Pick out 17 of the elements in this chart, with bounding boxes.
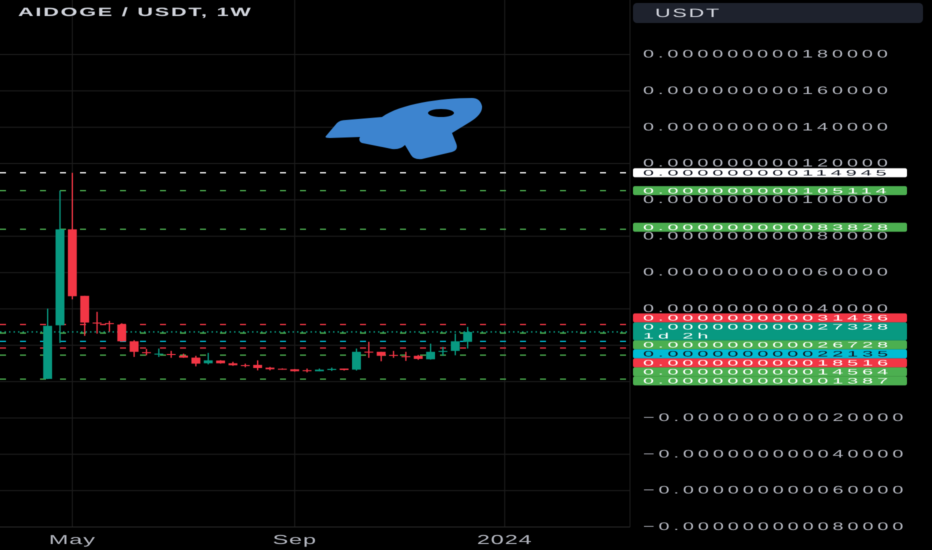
y-tick-label: 0.000000000160000 — [643, 85, 892, 97]
y-tick-label: 0.000000000100000 — [643, 194, 892, 206]
y-tick-label: −0.000000000060000 — [643, 484, 908, 496]
y-tick-label: 0.000000000060000 — [643, 266, 892, 278]
y-tick-label: 0.000000000120000 — [643, 158, 892, 170]
x-tick-label: Sep — [272, 532, 317, 548]
y-tick-label: 0.000000000140000 — [643, 121, 892, 134]
text: AIDOGE / USDT, 1W — [18, 5, 253, 19]
y-tick-label: −0.000000000040000 — [643, 448, 908, 460]
y-tick-label: 0.000000000180000 — [643, 48, 892, 60]
y-tick-label: −0.000000000020000 — [643, 412, 908, 424]
y-tick-label: 0.000000000080000 — [643, 230, 892, 242]
x-tick-label: 2024 — [476, 532, 533, 548]
y-tick-label: 0.000000000040000 — [643, 303, 892, 315]
x-tick-label: May — [48, 532, 96, 548]
y-axis-title: USDT — [655, 6, 722, 20]
y-tick-label: −0.000000000080000 — [643, 521, 908, 533]
